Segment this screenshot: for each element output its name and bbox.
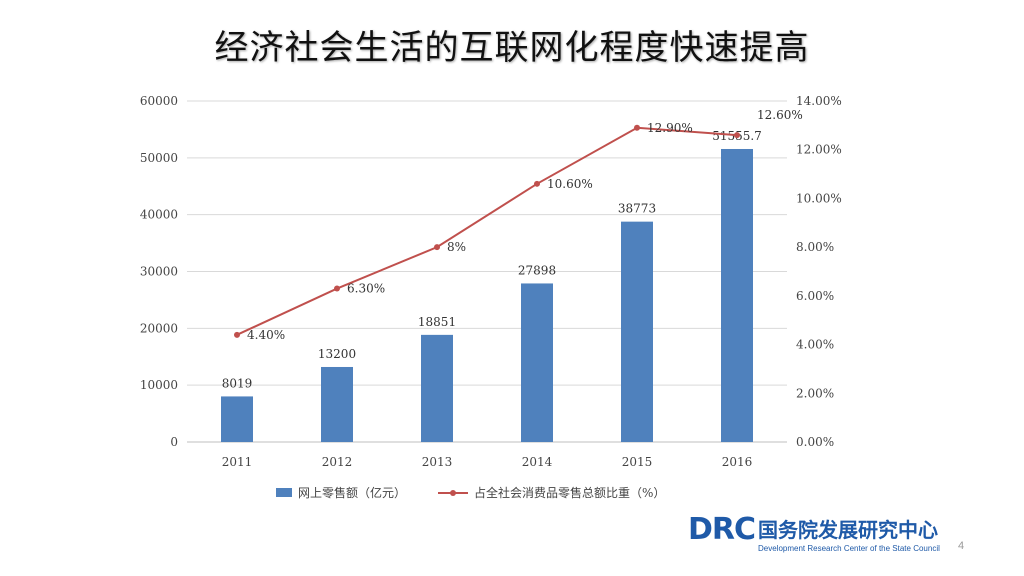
bar-data-label: 13200 [318,347,356,361]
bar-data-label: 38773 [618,202,656,216]
right-axis-tick-label: 0.00% [796,435,834,449]
bar [221,396,253,442]
line-data-label: 4.40% [247,328,285,342]
bar-data-label: 8019 [222,376,253,390]
right-axis-tick-label: 10.00% [796,191,842,205]
bar-data-label: 18851 [418,315,456,329]
right-axis-tick-label: 2.00% [796,386,834,400]
x-axis-tick-label: 2016 [722,455,753,469]
bar [621,221,653,442]
line-point [634,124,640,131]
logo-abbr: DRC [688,512,756,547]
bar [321,366,353,442]
right-axis-tick-label: 14.00% [796,94,842,108]
left-axis-tick-label: 10000 [140,378,178,392]
slide-title: 经济社会生活的互联网化程度快速提高 [214,28,810,68]
bar [421,334,453,442]
right-axis-tick-label: 4.00% [796,338,834,352]
logo-name-en: Development Research Center of the State… [758,544,940,553]
right-axis-tick-label: 8.00% [796,240,834,254]
line-point [234,331,240,338]
line-data-label: 12.60% [757,108,803,122]
legend-bar-label: 网上零售额（亿元） [298,485,406,500]
page-number: 4 [958,540,965,552]
x-axis-tick-label: 2011 [222,455,253,469]
x-axis-tick-label: 2014 [522,455,553,469]
x-axis-tick-label: 2012 [322,455,353,469]
left-axis-tick-label: 20000 [140,321,178,335]
right-axis-tick-label: 6.00% [796,289,834,303]
line-data-label: 10.60% [547,177,593,191]
legend-line-label: 占全社会消费品零售总额比重（%） [474,485,665,500]
line-point [434,244,440,251]
line-data-label: 8% [447,240,466,254]
logo-name-cn: 国务院发展研究中心 [758,518,938,542]
legend-line-marker [450,490,456,496]
line-point [734,132,740,139]
left-axis-tick-label: 0 [170,435,178,449]
line-data-label: 6.30% [347,282,385,296]
left-axis-tick-label: 50000 [140,151,178,165]
legend-bar-swatch [276,488,292,497]
bar [521,283,553,442]
line-data-label: 12.90% [647,121,693,135]
right-axis-tick-label: 12.00% [796,143,842,157]
bar [721,148,753,443]
line-point [334,285,340,292]
bar-data-label: 27898 [518,263,556,277]
x-axis-tick-label: 2015 [622,455,653,469]
left-axis-tick-label: 30000 [140,265,178,279]
left-axis-tick-label: 60000 [140,94,178,108]
left-axis-tick-label: 40000 [140,208,178,222]
series-line [236,126,738,336]
line-point [534,180,540,187]
x-axis-tick-label: 2013 [422,455,453,469]
